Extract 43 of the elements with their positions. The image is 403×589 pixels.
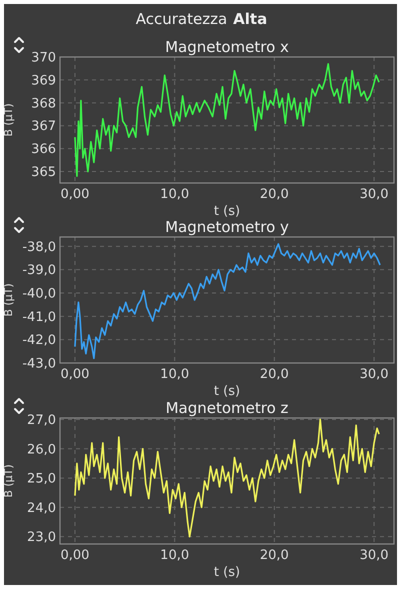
- line-series: [74, 418, 380, 538]
- y-tick-label: 366: [31, 142, 56, 158]
- y-tick-label: 24,0: [27, 500, 56, 516]
- x-tick-label: 10,0: [160, 548, 190, 563]
- y-tick-label: 367: [31, 119, 56, 134]
- x-tick-label: 20,0: [260, 187, 289, 202]
- y-tick-label: -42,0: [22, 333, 56, 348]
- x-tick-label: 0,00: [60, 367, 90, 382]
- x-tick-label: 30,0: [360, 548, 389, 563]
- y-axis-title: B (µT): [2, 103, 15, 137]
- y-tick-label: -41,0: [22, 310, 56, 325]
- x-tick-label: 0,00: [60, 187, 90, 202]
- y-tick-label: 369: [31, 73, 56, 88]
- y-tick-label: -39,0: [22, 263, 56, 278]
- chart-title: Magnetometro y: [165, 218, 290, 236]
- x-tick-label: 30,0: [360, 187, 389, 202]
- y-tick-label: -38,0: [22, 240, 56, 255]
- y-axis-title: B (µT): [2, 464, 15, 498]
- x-tick-label: 20,0: [260, 548, 289, 563]
- y-tick-label: 365: [31, 165, 56, 180]
- y-tick-label: 26,0: [27, 442, 56, 458]
- x-axis-title: t (s): [214, 565, 240, 580]
- y-tick-label: 368: [31, 96, 56, 112]
- x-tick-label: 10,0: [160, 187, 190, 202]
- y-tick-label: 23,0: [27, 530, 56, 546]
- chart-title: Magnetometro z: [166, 399, 289, 417]
- x-axis-title: t (s): [214, 384, 240, 399]
- text: Alta: [233, 10, 268, 28]
- y-tick-label: 27,0: [27, 412, 56, 428]
- y-tick-label: 25,0: [27, 472, 56, 487]
- x-tick-label: 10,0: [160, 367, 190, 382]
- text: Accuratezza: [136, 10, 228, 28]
- y-tick-label: -40,0: [22, 286, 56, 302]
- y-tick-label: -43,0: [22, 356, 56, 372]
- x-tick-label: 30,0: [360, 367, 389, 382]
- line-series: [74, 243, 381, 360]
- line-series: [74, 63, 380, 177]
- y-tick-label: 370: [31, 50, 56, 66]
- x-tick-label: 0,00: [60, 548, 90, 563]
- x-tick-label: 20,0: [260, 367, 289, 382]
- chart-title: Magnetometro x: [165, 38, 290, 56]
- y-axis-title: B (µT): [2, 283, 15, 317]
- x-axis-title: t (s): [214, 204, 240, 219]
